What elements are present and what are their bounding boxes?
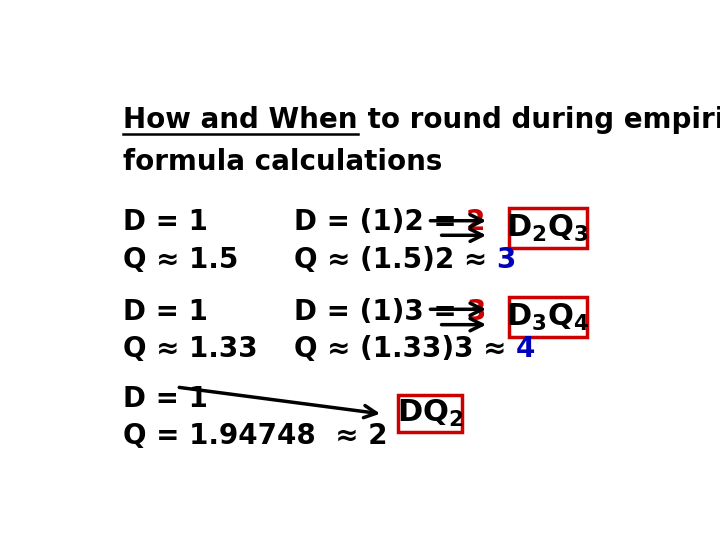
Text: Q ≈ 1.5: Q ≈ 1.5	[124, 246, 239, 274]
Text: How and When: How and When	[124, 106, 358, 134]
FancyBboxPatch shape	[508, 208, 587, 248]
Text: 3: 3	[496, 246, 516, 274]
Text: D = 1: D = 1	[124, 385, 208, 413]
Text: Q ≈ 1.33: Q ≈ 1.33	[124, 335, 258, 363]
Text: 3: 3	[466, 298, 485, 326]
Text: Q ≈ (1.33)3 ≈: Q ≈ (1.33)3 ≈	[294, 335, 516, 363]
FancyBboxPatch shape	[508, 298, 587, 337]
Text: formula calculations: formula calculations	[124, 148, 443, 176]
Text: Q = 1.94748: Q = 1.94748	[124, 422, 316, 450]
Text: to round during empirical: to round during empirical	[358, 106, 720, 134]
Text: D = (1)3 =: D = (1)3 =	[294, 298, 466, 326]
Text: Q ≈ (1.5)2 ≈: Q ≈ (1.5)2 ≈	[294, 246, 496, 274]
Text: $\mathbf{D_2Q_3}$: $\mathbf{D_2Q_3}$	[506, 213, 589, 244]
Text: $\mathbf{D_3Q_4}$: $\mathbf{D_3Q_4}$	[506, 302, 589, 333]
Text: 2: 2	[466, 208, 485, 237]
FancyBboxPatch shape	[398, 395, 462, 432]
Text: D = 1: D = 1	[124, 298, 208, 326]
Text: 4: 4	[516, 335, 535, 363]
Text: D = 1: D = 1	[124, 208, 208, 237]
Text: $\mathbf{DQ_2}$: $\mathbf{DQ_2}$	[397, 397, 464, 429]
Text: D = (1)2 =: D = (1)2 =	[294, 208, 466, 237]
Text: ≈ 2: ≈ 2	[316, 422, 388, 450]
